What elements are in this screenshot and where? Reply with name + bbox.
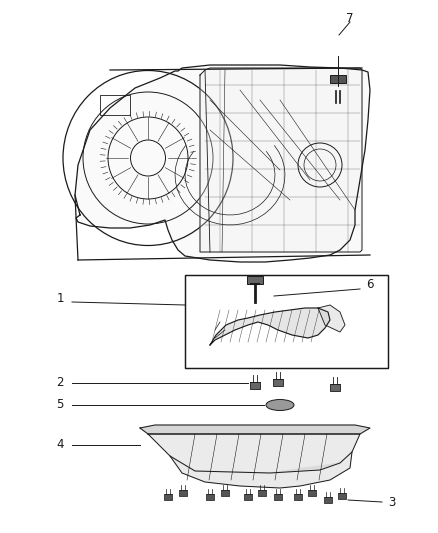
- Text: 2: 2: [56, 376, 64, 390]
- Bar: [258, 490, 266, 496]
- Bar: [330, 75, 346, 83]
- Bar: [179, 490, 187, 496]
- Polygon shape: [318, 305, 345, 332]
- Bar: [185, 275, 388, 368]
- Bar: [206, 494, 214, 500]
- Bar: [185, 275, 388, 368]
- Polygon shape: [210, 308, 330, 345]
- Text: 6: 6: [366, 279, 374, 292]
- Ellipse shape: [266, 400, 294, 410]
- Polygon shape: [200, 68, 362, 252]
- Bar: [330, 384, 340, 391]
- Bar: [247, 276, 263, 284]
- Text: 5: 5: [57, 399, 64, 411]
- Text: 1: 1: [56, 292, 64, 304]
- Bar: [294, 494, 302, 500]
- Bar: [250, 382, 260, 389]
- Bar: [273, 379, 283, 386]
- Polygon shape: [75, 65, 370, 262]
- Bar: [324, 497, 332, 503]
- Bar: [221, 490, 229, 496]
- Polygon shape: [148, 434, 360, 473]
- Bar: [274, 494, 282, 500]
- Text: 4: 4: [56, 439, 64, 451]
- Text: 7: 7: [346, 12, 354, 25]
- Polygon shape: [140, 425, 370, 434]
- Bar: [100, 95, 130, 115]
- Bar: [164, 494, 172, 500]
- Bar: [338, 493, 346, 499]
- Bar: [308, 490, 316, 496]
- Text: 3: 3: [389, 496, 396, 508]
- Polygon shape: [170, 452, 352, 488]
- Bar: [244, 494, 252, 500]
